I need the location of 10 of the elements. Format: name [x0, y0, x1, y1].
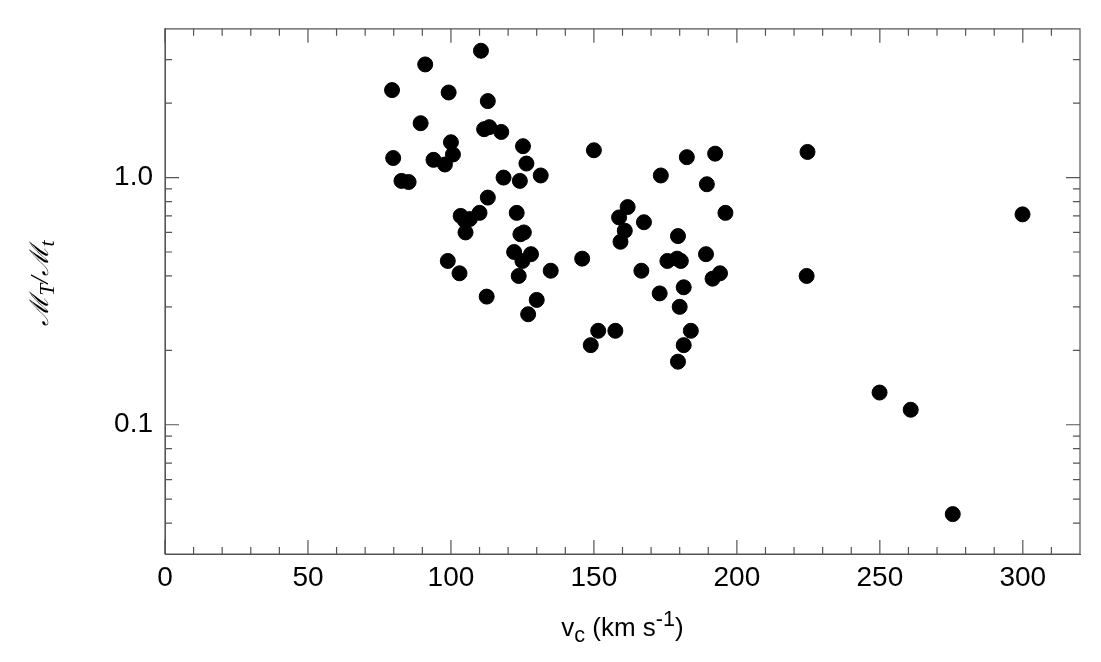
x-tick-label: 200	[713, 560, 761, 592]
y-tick-label: 0.1	[114, 407, 153, 439]
x-tick-label: 250	[856, 560, 904, 592]
x-tick-label: 50	[292, 560, 324, 592]
y-tick-label: 1.0	[114, 160, 153, 192]
x-tick-label: 150	[570, 560, 618, 592]
x-tick-label: 300	[999, 560, 1047, 592]
x-axis-title: v$_{c}$ (km s$^{-1}$)	[560, 606, 685, 648]
x-tick-label: 100	[427, 560, 475, 592]
x-tick-label: 0	[157, 560, 173, 592]
